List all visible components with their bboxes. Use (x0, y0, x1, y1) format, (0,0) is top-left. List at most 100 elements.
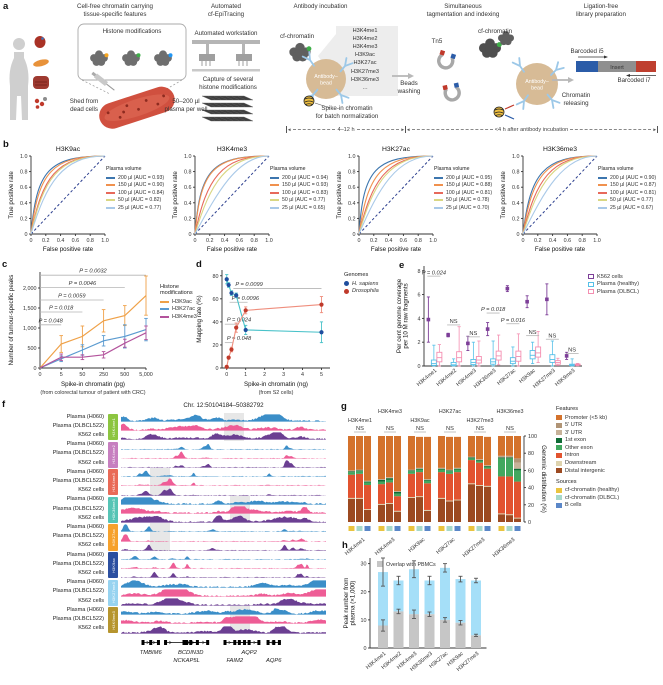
signal-profile (121, 478, 326, 486)
legend-swatch (588, 289, 594, 295)
x-tick-label: 0 (225, 372, 228, 378)
stack-segment (476, 462, 483, 486)
track-label: Plasma (DLBCL522) (52, 477, 104, 484)
plate-wells (207, 117, 216, 121)
signal-profile (121, 608, 326, 615)
stack-segment (506, 458, 513, 477)
gene-name: TMBIM6 (139, 649, 162, 656)
plate-wells (219, 103, 228, 107)
plate-wells (231, 96, 240, 100)
legend-label: Promoter (<5 kb) (565, 414, 608, 421)
mark-label-H3K9ac: H3K9ac (108, 552, 118, 579)
mark-label-text: H3K9ac (110, 557, 116, 573)
antibody-icon (339, 57, 354, 73)
signal-track (121, 451, 326, 459)
panel-label-g: g (341, 401, 347, 412)
barcoded-i5-label: Barcoded i5 (570, 48, 604, 55)
antibody-target: H3K4me1 (352, 28, 378, 34)
significance-label: NS (529, 330, 537, 336)
timeline-tick (286, 126, 287, 133)
x-axis-label: False positive rate (43, 246, 94, 253)
x-tick-label: 1.0 (265, 238, 273, 244)
k562-point (505, 286, 510, 291)
i5-arrow-head (604, 55, 608, 59)
data-point (224, 277, 229, 282)
blood-dot (144, 99, 148, 102)
mark-label-text: H3K4me2 (110, 445, 116, 465)
k562-point (426, 317, 431, 322)
timeline-duration-1: 4–12 h (337, 126, 355, 133)
legend-item: 3′ UTR (556, 430, 662, 436)
y-tick-label: 1,500 (23, 306, 37, 312)
stack-segment (364, 481, 371, 483)
signal-profile (121, 414, 326, 422)
p-value: P = 0.048 (227, 336, 252, 342)
source-swatch (468, 526, 475, 531)
plate-wells (213, 117, 222, 121)
legend-label: 25 µl (AUC = 0.70) (446, 204, 490, 211)
legend-label: 5′ UTR (565, 422, 583, 429)
x-tick-label: 250 (99, 372, 108, 378)
spike-adapter-blue (504, 114, 515, 120)
antibody-target: H3K27me3 (351, 68, 379, 75)
legend-swatch (106, 191, 115, 194)
y-tick-label: 0 (528, 520, 531, 526)
legend-label: 50 µl (AUC = 0.82) (118, 197, 162, 204)
stack-segment (498, 476, 505, 514)
legend-item: 25 µl (AUC = 0.67) (598, 205, 662, 211)
p-value: P = 0.018 (49, 306, 74, 312)
ns-label: NS (476, 426, 484, 432)
target-list-panel (336, 26, 398, 96)
source-swatch (476, 526, 483, 531)
legend-item: Downstream (556, 460, 662, 466)
k562-point (564, 354, 569, 358)
legend: Plasma volume 200 µl (AUC = 0.90) 150 µl (… (598, 166, 662, 212)
stack-segment (484, 485, 491, 487)
roc-curve (194, 155, 270, 235)
blood-dot (122, 110, 126, 114)
cf-chromatin-icon (497, 31, 515, 46)
stack-segment (408, 497, 415, 498)
y-tick-label: 10 (361, 618, 367, 624)
legend-label: 100 µl (AUC = 0.81) (446, 189, 493, 196)
gene-exon (149, 639, 153, 645)
source-swatch (378, 526, 385, 531)
legend-label: 200 µl (AUC = 0.94) (282, 174, 329, 181)
sources-legend-title: Sources (556, 478, 577, 485)
legend-label: Intron (565, 452, 580, 459)
stack-segment (498, 457, 505, 459)
y-tick-label: 0 (353, 232, 356, 238)
x-tick-label: 500 (120, 372, 129, 378)
y-tick-label: 0.6 (184, 185, 192, 191)
stack-segment (468, 483, 475, 485)
chance-line (522, 155, 598, 235)
x-tick-label: 0 (358, 238, 361, 244)
step1-title: Cell-free chromatin carrying tissue-spec… (77, 3, 153, 19)
stack-segment (424, 510, 431, 522)
x-tick-label: 0 (30, 238, 33, 244)
y-tick-label: 0.2 (348, 216, 356, 222)
legend-item: H3K4me3 (160, 314, 216, 320)
x-axis-sublabel: (from colorectal tumour of patient with … (40, 390, 145, 396)
panel-label-e: e (399, 260, 405, 271)
step4-title: Simultaneous tagmentation and indexing (426, 3, 500, 19)
legend-label: Drosophila (352, 288, 379, 295)
signal-track (121, 478, 326, 486)
legend-label: Plasma (DLBCL) (597, 288, 639, 295)
p-value: P = 0.0046 (69, 281, 97, 287)
mark-label-text: H3K27me3 (110, 582, 116, 604)
stack-segment (394, 491, 401, 494)
stack-segment (454, 472, 461, 500)
legend-swatch (270, 176, 279, 179)
mark-label-text: H3K36me3 (110, 499, 116, 521)
arrow-right-icon: ► (400, 127, 406, 132)
legend-swatch (434, 199, 443, 202)
legend-item: 1st exon (556, 437, 662, 443)
nucleosome (95, 54, 103, 63)
blood-cells-icon (34, 98, 40, 104)
y-tick-label: 0 (34, 366, 37, 372)
stack-segment (394, 496, 401, 511)
legend-label: 100 µl (AUC = 0.84) (118, 189, 165, 196)
plate-wells (237, 110, 246, 114)
